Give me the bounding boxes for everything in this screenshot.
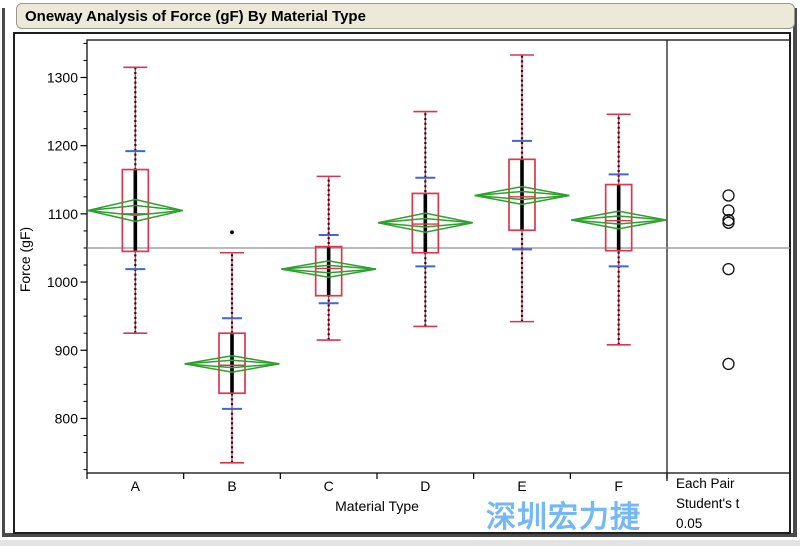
- x-category-label-E: E: [517, 478, 526, 494]
- x-category-label-C: C: [324, 478, 334, 494]
- x-category-label-F: F: [614, 478, 623, 494]
- quantile-box-A: [121, 168, 150, 253]
- y-axis-tick-label: 1000: [47, 274, 78, 290]
- window-border-bottom: [2, 533, 797, 537]
- comparison-circle-A[interactable]: [722, 204, 735, 217]
- means-diamond-overlap-marks-F: [571, 215, 667, 225]
- quantile-box-D: [411, 192, 440, 254]
- means-diamond-overlap-marks-A: [87, 204, 183, 217]
- report-frame: [13, 32, 791, 534]
- window-border-right: [793, 8, 797, 537]
- means-diamond-overlap-marks-C: [281, 264, 377, 274]
- window-border-left: [2, 8, 5, 537]
- comparison-circle-C[interactable]: [722, 262, 735, 276]
- means-diamond-overlap-marks-D: [377, 217, 473, 228]
- y-axis-tick-label: 1300: [47, 70, 78, 86]
- report-title-bar[interactable]: Oneway Analysis of Force (gF) By Materia…: [16, 3, 795, 29]
- x-category-label-D: D: [420, 478, 430, 494]
- comparison-test-label-line3: 0.05: [676, 516, 702, 531]
- quantile-box-E: [508, 158, 536, 232]
- comparison-circle-D[interactable]: [722, 216, 735, 229]
- x-axis-title: Material Type: [335, 498, 419, 514]
- plot-frame: [86, 39, 791, 474]
- watermark-text: 深圳宏力捷: [486, 501, 641, 534]
- y-axis-title: Force (gF): [17, 227, 33, 292]
- comparison-circle-E[interactable]: [722, 189, 735, 202]
- y-axis-tick-label: 1200: [47, 138, 78, 154]
- y-axis-tick-label: 800: [55, 410, 79, 426]
- quantile-box-B: [218, 332, 246, 395]
- y-axis-tick-label: 900: [55, 342, 79, 358]
- y-axis-tick-label: 1100: [48, 206, 78, 222]
- means-diamond-overlap-marks-E: [474, 190, 570, 201]
- comparison-test-label-line1: Each Pair: [676, 476, 735, 491]
- outlier-point-B: [230, 230, 234, 235]
- window-shadow-strip: [0, 540, 800, 546]
- x-category-label-A: A: [131, 478, 141, 494]
- comparison-circle-B[interactable]: [722, 357, 735, 371]
- x-category-label-B: B: [227, 478, 236, 494]
- comparison-test-label-line2: Student's t: [676, 496, 740, 511]
- means-diamond-overlap-marks-B: [184, 359, 280, 369]
